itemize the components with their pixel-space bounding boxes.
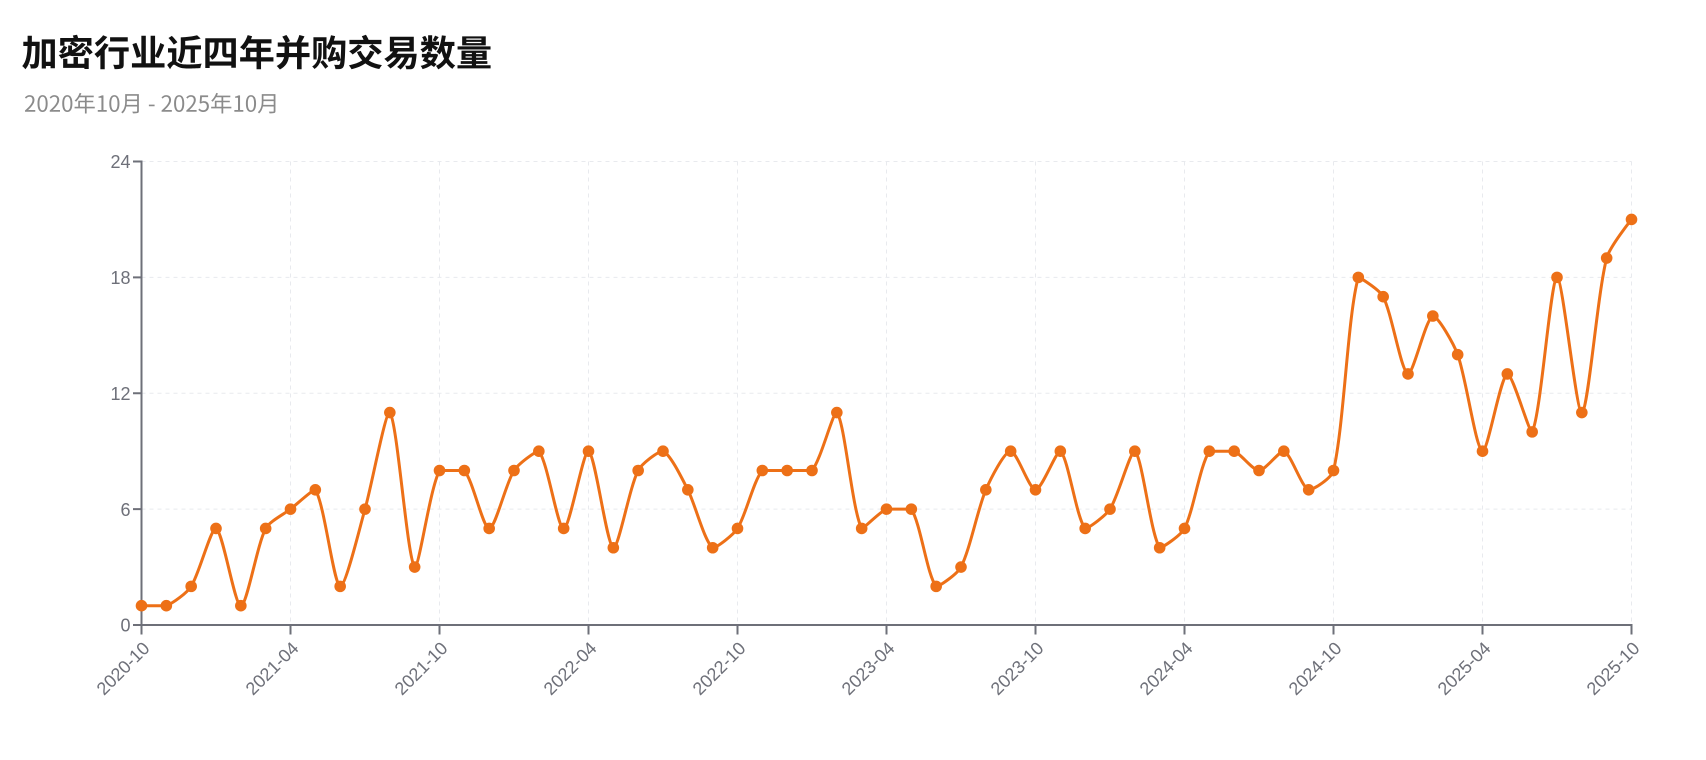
svg-text:18: 18	[110, 268, 130, 288]
svg-text:24: 24	[110, 152, 130, 172]
svg-text:12: 12	[110, 384, 130, 404]
svg-text:0: 0	[120, 616, 130, 636]
svg-text:6: 6	[120, 500, 130, 520]
